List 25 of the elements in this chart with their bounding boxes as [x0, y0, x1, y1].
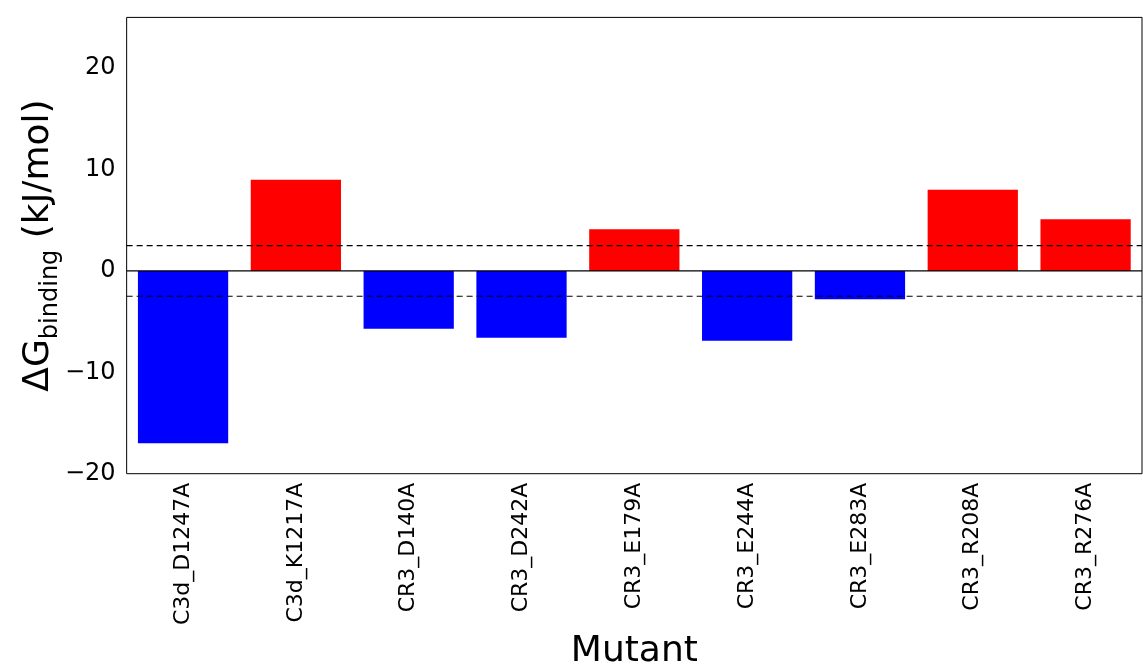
y-tick-label: 0 — [100, 255, 116, 284]
bar — [250, 179, 341, 271]
x-tick-label: C3d_D1247A — [168, 482, 195, 626]
x-tick-label: CR3_R208A — [958, 482, 985, 611]
bar — [476, 270, 567, 338]
bar — [1040, 219, 1131, 271]
bar — [137, 270, 229, 444]
x-tick-label: CR3_D140A — [394, 482, 421, 613]
x-tick-label: CR3_E244A — [732, 482, 759, 610]
y-tick-label: −10 — [64, 356, 116, 385]
bar — [589, 229, 680, 271]
x-tick-label: C3d_K1217A — [281, 482, 308, 623]
x-axis-title: Mutant — [570, 628, 698, 670]
bar — [814, 270, 906, 300]
bar — [363, 270, 454, 329]
bar — [702, 270, 793, 341]
x-tick-label: CR3_D242A — [507, 482, 534, 613]
x-tick-label: CR3_E179A — [620, 482, 647, 610]
y-axis-title: ΔGbinding (kJ/mol) — [15, 99, 63, 392]
y-tick-label: −20 — [64, 457, 116, 486]
bar — [927, 189, 1018, 271]
y-tick-label: 10 — [85, 153, 116, 182]
x-tick-label: CR3_R276A — [1071, 482, 1098, 611]
x-tick-label: CR3_E283A — [845, 482, 872, 610]
y-tick-label: 20 — [85, 52, 116, 81]
